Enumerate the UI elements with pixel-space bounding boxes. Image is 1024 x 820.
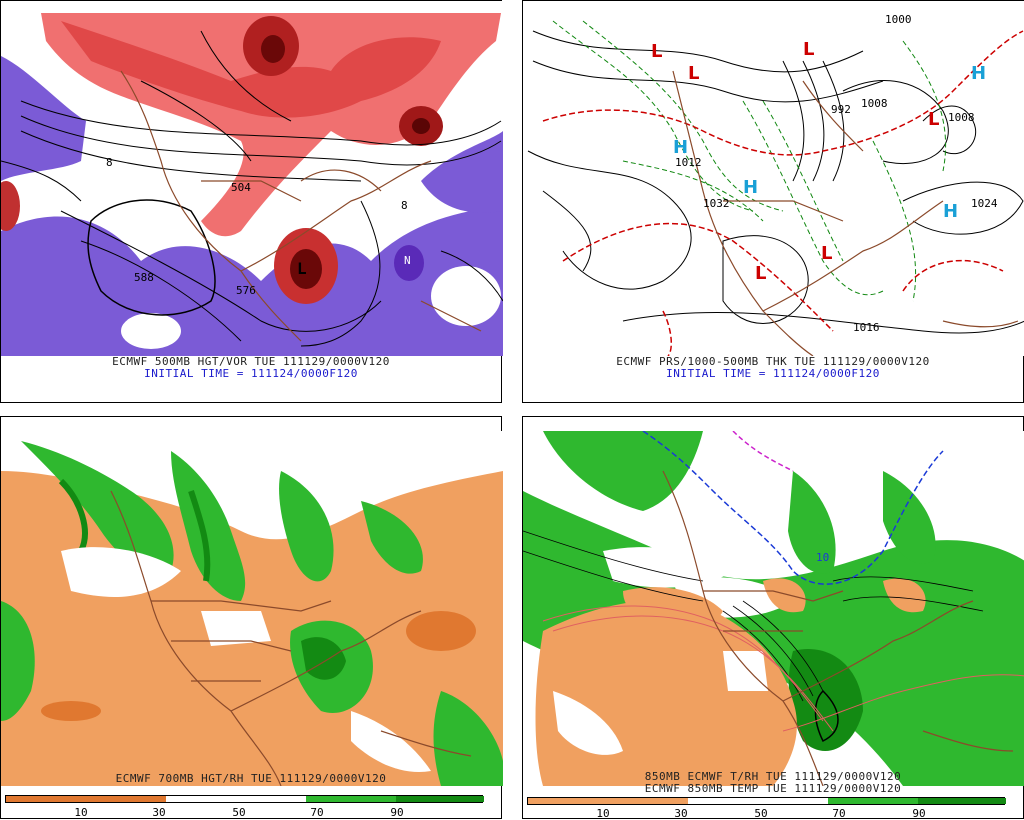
isobar-1024: 1024	[971, 197, 998, 210]
caption-title: ECMWF 500MB HGT/VOR TUE 111129/0000V120	[112, 355, 390, 368]
scale-label-90: 90	[912, 807, 926, 820]
high-symbol-1: H	[971, 63, 987, 84]
map-graphic	[1, 1, 503, 356]
scale-label-90: 90	[390, 806, 404, 819]
rh-color-scale	[527, 797, 1006, 805]
label-n: N	[404, 254, 411, 267]
scale-label-70: 70	[310, 806, 324, 819]
high-symbol-4: H	[943, 201, 959, 222]
high-symbol-3: H	[743, 177, 759, 198]
caption-title-2: ECMWF 850MB TEMP TUE 111129/0000V120	[644, 782, 902, 795]
label-504: 504	[231, 181, 251, 194]
panel-700mb-rh: ECMWF 700MB HGT/RH TUE 111129/0000V120 1…	[0, 416, 503, 819]
label-8a: 8	[106, 156, 113, 169]
rh-color-scale	[5, 795, 484, 803]
label-low: L	[297, 259, 307, 278]
low-symbol-4: L	[928, 109, 940, 130]
isobar-1008b: 1008	[948, 111, 975, 124]
scale-label-50: 50	[754, 807, 768, 820]
scale-label-30: 30	[152, 806, 166, 819]
caption-850mb: 850MB ECMWF T/RH TUE 111129/0000V120 ECM…	[523, 771, 1023, 795]
map-500mb-vorticity: 576 588 504 8 8 N L	[1, 1, 503, 356]
isobar-1016: 1016	[853, 321, 880, 334]
map-graphic	[523, 431, 1024, 786]
caption-title: ECMWF PRS/1000-500MB THK TUE 111129/0000…	[616, 355, 930, 368]
panel-850mb-temp-rh: 10 850MB ECMWF T/RH TUE 111129/0000V120 …	[522, 416, 1024, 820]
caption-pressure: ECMWF PRS/1000-500MB THK TUE 111129/0000…	[523, 356, 1023, 380]
caption-title: ECMWF 700MB HGT/RH TUE 111129/0000V120	[115, 772, 387, 785]
isobar-992: 992	[831, 103, 851, 116]
map-850mb-temp-rh: 10	[523, 431, 1024, 786]
label-576: 576	[236, 284, 256, 297]
scale-label-50: 50	[232, 806, 246, 819]
scale-label-10: 10	[74, 806, 88, 819]
map-700mb-rh	[1, 431, 503, 786]
scale-label-10: 10	[596, 807, 610, 820]
low-symbol-5: L	[755, 263, 767, 284]
isobar-1008: 1008	[861, 97, 888, 110]
isobar-1012: 1012	[675, 156, 702, 169]
label-8b: 8	[401, 199, 408, 212]
label-588: 588	[134, 271, 154, 284]
map-graphic	[1, 431, 503, 786]
scale-label-70: 70	[832, 807, 846, 820]
isobar-1032: 1032	[703, 197, 730, 210]
map-pressure-thickness: L L L L L L H H H H 1024 1032 1016 1000 …	[523, 1, 1024, 356]
panel-pressure-thickness: L L L L L L H H H H 1024 1032 1016 1000 …	[522, 0, 1024, 403]
isobar-1000: 1000	[885, 13, 912, 26]
caption-title: 850MB ECMWF T/RH TUE 111129/0000V120	[644, 770, 902, 783]
low-symbol-3: L	[803, 39, 815, 60]
contour-label-10: 10	[816, 551, 830, 564]
high-symbol-2: H	[673, 137, 689, 158]
low-symbol-6: L	[821, 243, 833, 264]
caption-500mb: ECMWF 500MB HGT/VOR TUE 111129/0000V120 …	[1, 356, 501, 380]
caption-700mb: ECMWF 700MB HGT/RH TUE 111129/0000V120	[1, 773, 501, 785]
caption-init: INITIAL TIME = 111124/0000F120	[666, 367, 880, 380]
panel-500mb-vorticity: 576 588 504 8 8 N L ECMWF 500MB HGT/VOR …	[0, 0, 503, 403]
scale-label-30: 30	[674, 807, 688, 820]
low-symbol-1: L	[651, 41, 663, 62]
map-graphic	[523, 1, 1024, 356]
low-symbol-2: L	[688, 63, 700, 84]
caption-init: INITIAL TIME = 111124/0000F120	[144, 367, 358, 380]
